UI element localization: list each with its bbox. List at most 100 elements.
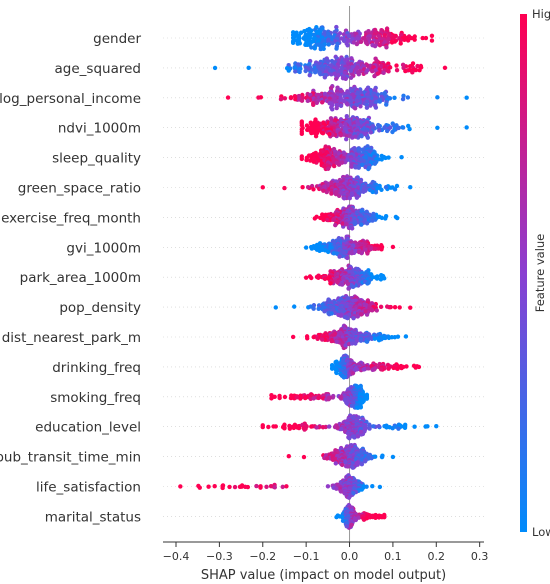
shap-point (348, 75, 354, 80)
shap-point (342, 98, 347, 104)
shap-point (340, 462, 345, 468)
shap-point (320, 130, 326, 136)
feature-label: drinking_freq (52, 360, 141, 376)
shap-point (326, 276, 331, 281)
shap-point (368, 246, 373, 252)
shap-point (356, 515, 361, 520)
shap-point (260, 185, 265, 190)
colorbar-title: Feature value (533, 234, 547, 313)
feature-label: green_space_ratio (18, 181, 141, 197)
shap-point (434, 423, 439, 429)
shap-point (197, 485, 202, 490)
shap-point (381, 70, 386, 76)
shap-point (309, 424, 314, 429)
shap-point (355, 405, 361, 410)
shap-point (345, 431, 351, 436)
shap-point (299, 98, 305, 103)
shap-point (361, 367, 366, 372)
shap-point (375, 71, 381, 76)
feature-label: pub_transit_time_min (0, 450, 141, 466)
shap-point (320, 337, 325, 342)
shap-point (322, 75, 328, 80)
shap-point (287, 426, 293, 431)
shap-point (408, 184, 413, 190)
shap-point (305, 336, 310, 341)
shap-point (399, 365, 404, 371)
shap-point (340, 221, 346, 226)
shap-point (372, 161, 378, 166)
shap-point (378, 277, 384, 282)
shap-point (365, 281, 370, 286)
x-axis: −0.4 −0.3 −0.2 −0.1 0.0 0.1 0.2 0.3 (163, 541, 488, 563)
feature-label: smoking_freq (50, 390, 141, 406)
shap-point (410, 70, 415, 75)
shap-point (220, 485, 225, 491)
shap-point (371, 424, 376, 429)
shap-point (340, 518, 346, 524)
shap-point (290, 40, 296, 45)
shap-point (429, 38, 435, 43)
shap-point (271, 424, 276, 429)
shap-point (334, 105, 339, 111)
shap-point (304, 157, 309, 163)
shap-point (391, 365, 396, 371)
shap-point (359, 162, 365, 168)
shap-point (282, 426, 287, 431)
x-tick-label: −0.2 (249, 550, 276, 563)
feature-label: gender (93, 31, 141, 47)
shap-point (413, 67, 419, 73)
shap-point (303, 275, 309, 280)
shap-point (379, 454, 385, 460)
shap-point (379, 157, 384, 162)
shap-point (349, 403, 355, 408)
shap-point (407, 64, 413, 69)
shap-point (386, 36, 391, 42)
shap-point (347, 196, 352, 201)
shap-point (370, 484, 375, 489)
shap-point (405, 38, 411, 43)
shap-point (272, 485, 277, 490)
shap-point (354, 195, 360, 200)
shap-point (297, 69, 302, 75)
shap-point (345, 315, 350, 321)
shap-point (343, 343, 348, 348)
shap-point (333, 461, 338, 466)
shap-point (338, 489, 344, 494)
shap-point (442, 65, 448, 70)
shap-point (334, 370, 339, 376)
shap-point (315, 336, 320, 342)
shap-point (394, 63, 399, 68)
shap-point (403, 68, 408, 74)
shap-point (402, 425, 408, 430)
shap-point (378, 304, 384, 310)
shap-point (378, 367, 384, 372)
shap-point (416, 364, 422, 370)
shap-point (316, 395, 321, 401)
shap-point (342, 250, 347, 256)
shap-point (423, 35, 429, 41)
shap-point (396, 426, 401, 431)
shap-point (316, 158, 322, 163)
shap-point (345, 43, 350, 48)
shap-point (386, 366, 391, 371)
shap-point (367, 426, 372, 431)
shap-point (365, 135, 371, 140)
shap-point (370, 123, 376, 129)
shap-point (353, 165, 358, 170)
shap-point (311, 187, 316, 192)
shap-point (288, 95, 294, 100)
feature-label: life_satisfaction (36, 480, 141, 496)
shap-point (398, 32, 404, 38)
shap-point (301, 425, 306, 431)
shap-point (363, 309, 368, 314)
shap-point (311, 396, 316, 401)
shap-point (301, 454, 307, 460)
x-tick-label: 0.1 (384, 550, 402, 563)
shap-point (415, 63, 420, 69)
shap-point (321, 188, 326, 193)
shap-point (355, 314, 360, 319)
shap-point (319, 100, 325, 105)
feature-label: gvi_1000m (66, 240, 141, 256)
shap-point (382, 515, 387, 520)
